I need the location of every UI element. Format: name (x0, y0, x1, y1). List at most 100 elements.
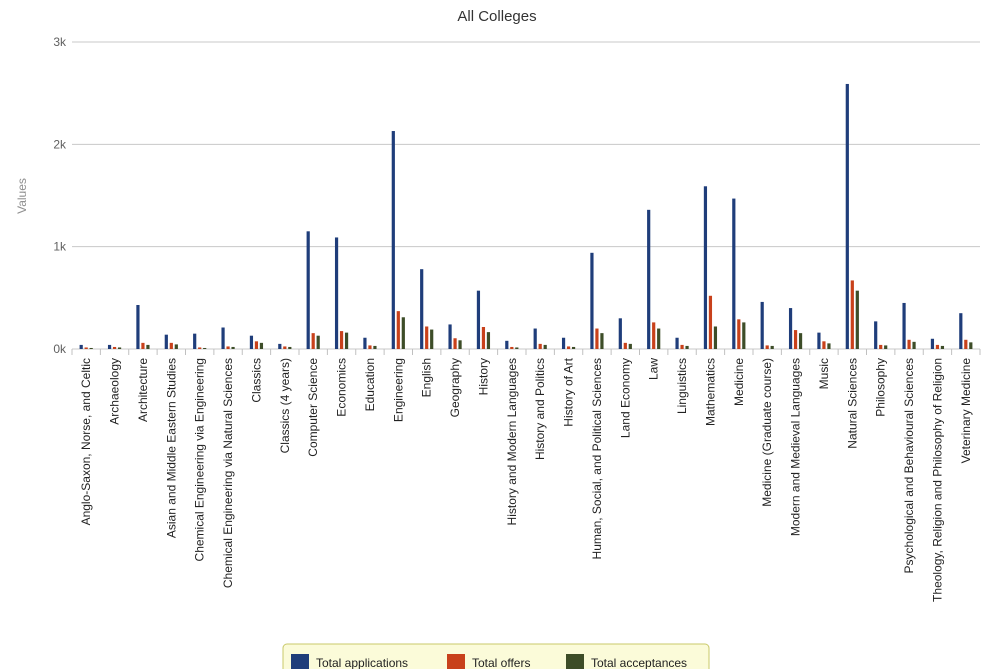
bar (685, 345, 689, 349)
bar (401, 317, 405, 349)
bar (89, 347, 93, 349)
bar (788, 308, 793, 349)
bar (964, 339, 968, 349)
y-tick-label: 1k (53, 240, 67, 254)
bar (874, 321, 878, 349)
bar (117, 347, 122, 349)
bar (732, 198, 736, 349)
bar (742, 322, 746, 349)
bar (146, 344, 150, 349)
bar (680, 344, 684, 349)
x-category-label: History of Art (562, 357, 576, 426)
x-category-label: Architecture (136, 358, 150, 422)
bar (288, 346, 292, 349)
bar (850, 280, 854, 349)
legend-label: Total offers (472, 656, 530, 669)
bars (79, 83, 973, 349)
legend-label: Total acceptances (591, 656, 687, 669)
bar (793, 330, 798, 349)
x-category-label: English (420, 358, 434, 397)
bar (278, 343, 282, 349)
bar (112, 346, 117, 349)
bar (798, 333, 803, 349)
y-axis-ticks: 0k 1k 2k 3k (53, 35, 67, 356)
x-category-label: Veterinary Medicine (959, 358, 973, 464)
bar (879, 344, 883, 349)
bar (107, 344, 112, 349)
bar (249, 335, 254, 349)
bar (657, 328, 661, 349)
bar (481, 326, 486, 349)
x-category-label: Computer Science (306, 358, 320, 457)
bar (254, 341, 259, 349)
bar (198, 347, 202, 349)
bar (231, 346, 235, 349)
bar (703, 186, 708, 349)
bar (226, 346, 230, 349)
x-category-label: Asian and Middle Eastern Studies (164, 358, 178, 538)
y-tick-label: 2k (53, 137, 67, 151)
bar (652, 322, 656, 349)
x-category-label: Engineering (391, 358, 405, 422)
legend-label: Total applications (316, 656, 408, 669)
bar (363, 337, 367, 349)
x-category-label: Land Economy (618, 358, 632, 438)
x-category-label: Education (363, 358, 377, 411)
bar (765, 345, 769, 349)
x-category-label: Classics (249, 358, 263, 403)
legend: Total applications Total offers Total acce… (282, 643, 710, 669)
bar (259, 342, 264, 349)
y-axis-label: Values (15, 178, 29, 214)
bar (713, 326, 718, 349)
bar (391, 131, 395, 349)
bar (84, 347, 88, 349)
bar (306, 231, 310, 349)
legend-swatch (447, 654, 465, 669)
bar (817, 332, 821, 349)
bar (628, 343, 632, 349)
x-category-label: Medicine (Graduate course) (760, 358, 774, 507)
bar (79, 344, 83, 349)
bar (420, 269, 424, 349)
legend-box (282, 643, 710, 669)
bar (675, 337, 679, 349)
bar (203, 347, 207, 349)
legend-swatch (291, 654, 309, 669)
x-category-label: Anglo-Saxon, Norse, and Celtic (79, 358, 93, 525)
x-axis-category-labels: Anglo-Saxon, Norse, and Celtic Archaeolog… (79, 357, 973, 602)
x-category-label: Linguistics (675, 358, 689, 414)
bar (884, 345, 888, 349)
x-category-label: Law (647, 358, 661, 380)
bar (618, 318, 622, 349)
x-category-label: Classics (4 years) (278, 358, 292, 453)
bar (822, 341, 826, 349)
x-category-label: Psychological and Behavioural Sciences (902, 358, 916, 573)
bar (476, 290, 481, 349)
bar (486, 332, 491, 349)
bar (623, 342, 627, 349)
x-category-label: Chemical Engineering via Engineering (193, 358, 207, 561)
bar (368, 345, 372, 349)
y-tick-label: 0k (53, 342, 67, 356)
bar (453, 338, 457, 349)
bar (344, 332, 349, 349)
x-category-label: Geography (448, 358, 462, 417)
y-tick-label: 3k (53, 35, 67, 49)
bar (316, 335, 320, 349)
bar (141, 342, 145, 349)
bar (533, 328, 537, 349)
bar (174, 344, 178, 349)
bar (505, 340, 509, 349)
bar (515, 347, 519, 349)
bar (334, 237, 339, 349)
legend-swatch (566, 654, 584, 669)
chart-title: All Colleges (457, 8, 536, 25)
bar (193, 333, 197, 349)
x-category-label: History (476, 358, 490, 395)
bar (283, 346, 287, 349)
bar (959, 313, 963, 349)
bar (647, 209, 651, 349)
bar (339, 331, 344, 349)
legend-items: Total applications Total offers Total acce… (291, 654, 687, 669)
